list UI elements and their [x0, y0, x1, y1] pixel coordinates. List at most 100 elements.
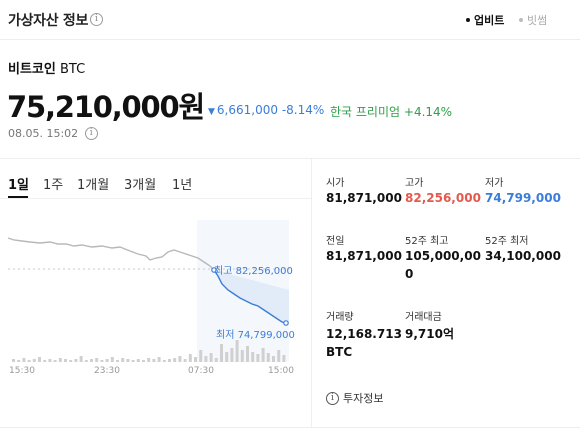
tab-1-year[interactable]: 1년 — [172, 178, 193, 193]
volume-bar — [277, 350, 281, 362]
stat-value-volume: 12,168.713 BTC — [326, 327, 402, 359]
x-tick-label: 23:30 — [94, 366, 120, 376]
source-tab-upbit[interactable]: 업비트 — [466, 12, 504, 28]
volume-bar — [240, 350, 244, 362]
price-chart[interactable]: 최고 82,256,000 최저 74,799,000 — [0, 200, 311, 365]
info-icon[interactable]: i — [90, 13, 103, 26]
chart-high-label: 최고 82,256,000 — [214, 265, 293, 277]
volume-bar — [225, 352, 229, 362]
premium-value: +4.14% — [403, 105, 453, 119]
volume-bar — [64, 359, 67, 362]
volume-bar — [214, 358, 218, 362]
volume-bar — [121, 358, 125, 362]
volume-bar — [173, 358, 177, 362]
x-tick-label: 15:00 — [268, 366, 294, 376]
volume-bar — [27, 360, 31, 362]
volume-bar — [230, 348, 234, 362]
bottom-divider — [0, 427, 580, 428]
volume-bar — [251, 352, 255, 362]
volume-bar — [168, 359, 171, 362]
stat-value-52w-low: 34,100,000 — [485, 249, 561, 263]
volume-bar — [188, 354, 192, 362]
volume-bar — [147, 358, 151, 362]
change-percent: -8.14% — [281, 103, 325, 117]
tab-1-month[interactable]: 1개월 — [77, 178, 110, 193]
asset-name: 비트코인 BTC — [8, 58, 85, 77]
volume-bar — [209, 353, 213, 362]
volume-bar — [100, 360, 104, 362]
volume-bar — [142, 360, 145, 362]
volume-bar — [79, 356, 83, 362]
price-line-earlier — [7, 237, 215, 271]
volume-bar — [261, 348, 265, 362]
price-change: ▼ 6,661,000 -8.14% — [208, 103, 324, 117]
volume-bar — [126, 359, 130, 362]
timestamp-text: 08.05. 15:02 — [8, 127, 79, 140]
tabs-baseline — [0, 198, 311, 199]
volume-bar — [266, 353, 270, 362]
tab-1-week[interactable]: 1주 — [43, 178, 64, 193]
page-title: 가상자산 정보 — [8, 13, 89, 29]
section-divider — [0, 158, 580, 159]
volume-bar — [22, 358, 26, 362]
volume-bar — [90, 359, 93, 362]
volume-bar — [32, 359, 36, 362]
current-price: 75,210,000원 — [7, 90, 205, 124]
down-triangle-icon: ▼ — [208, 107, 215, 117]
stat-value-open: 81,871,000 — [326, 191, 402, 205]
volume-bar — [256, 354, 260, 362]
volume-bar — [235, 340, 239, 362]
stat-value-prev-close: 81,871,000 — [326, 249, 402, 263]
high-marker — [211, 267, 217, 273]
volume-bar — [157, 357, 161, 362]
volume-bar — [246, 346, 249, 362]
volume-bar — [183, 359, 187, 362]
inactive-dot-icon — [519, 18, 523, 22]
low-marker — [283, 320, 289, 326]
column-divider — [311, 158, 312, 428]
x-tick-label: 15:30 — [9, 366, 35, 376]
stat-label-52w-low: 52주 최저 — [485, 236, 529, 247]
volume-bar — [220, 344, 223, 362]
volume-bar — [110, 357, 114, 362]
volume-bar — [53, 360, 57, 362]
source-tab-label: 업비트 — [474, 14, 505, 27]
x-tick-label: 07:30 — [188, 366, 214, 376]
volume-bar — [17, 360, 21, 362]
invest-info-link[interactable]: i 투자정보 — [326, 390, 383, 406]
korea-premium: 한국 프리미엄 +4.14% — [330, 103, 452, 120]
volume-bar — [204, 356, 208, 362]
volume-bars — [12, 340, 286, 362]
volume-bar — [136, 359, 140, 362]
volume-bar — [74, 359, 78, 362]
tab-3-months[interactable]: 3개월 — [124, 178, 157, 193]
volume-bar — [12, 359, 15, 362]
volume-bar — [84, 360, 88, 362]
change-amount: 6,661,000 — [216, 103, 278, 117]
volume-bar — [162, 360, 166, 362]
stat-value-low: 74,799,000 — [485, 191, 561, 205]
stat-label-high: 고가 — [405, 178, 424, 189]
volume-bar — [48, 359, 52, 362]
active-dot-icon — [466, 18, 470, 22]
volume-bar — [43, 360, 47, 362]
volume-bar — [131, 360, 135, 362]
stat-label-volume: 거래량 — [326, 312, 354, 323]
stat-label-prev-close: 전일 — [326, 236, 345, 247]
source-tab-bithumb[interactable]: 빗썸 — [519, 12, 547, 28]
volume-bar — [282, 355, 286, 362]
volume-bar — [272, 356, 275, 362]
info-icon[interactable]: i — [84, 126, 98, 140]
source-tab-label: 빗썸 — [527, 14, 548, 27]
volume-bar — [178, 356, 182, 362]
tab-1-day[interactable]: 1일 — [8, 178, 30, 193]
stat-value-high: 82,256,000 — [405, 191, 481, 205]
volume-bar — [95, 358, 99, 362]
chart-low-label: 최저 74,799,000 — [216, 329, 295, 341]
info-icon: i — [326, 391, 339, 405]
active-tab-indicator — [8, 196, 28, 198]
volume-bar — [152, 359, 156, 362]
stat-value-trade-value: 9,710억 — [405, 327, 454, 341]
volume-bar — [194, 357, 197, 362]
stat-label-open: 시가 — [326, 178, 345, 189]
